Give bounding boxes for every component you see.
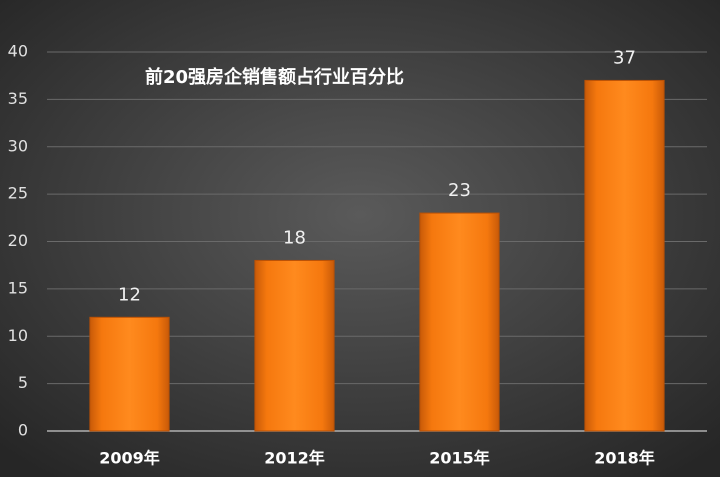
value-label: 23: [448, 180, 471, 201]
y-tick-label: 5: [18, 373, 28, 392]
bar: [89, 316, 170, 432]
value-label: 37: [613, 47, 636, 68]
y-tick-label: 35: [8, 89, 28, 108]
y-tick-label: 20: [8, 231, 28, 250]
x-tick-label: 2012年: [264, 449, 325, 468]
chart-title: 前20强房企销售额占行业百分比: [145, 66, 404, 88]
y-tick-label: 40: [8, 42, 28, 61]
y-tick-label: 0: [18, 421, 28, 440]
y-tick-label: 10: [8, 326, 28, 345]
bar: [584, 79, 665, 432]
bar: [419, 212, 500, 432]
y-tick-label: 25: [8, 184, 28, 203]
y-tick-label: 15: [8, 278, 28, 297]
x-tick-label: 2018年: [594, 449, 655, 468]
bar: [254, 259, 335, 432]
value-label: 18: [283, 227, 306, 248]
x-tick-label: 2015年: [429, 449, 490, 468]
value-label: 12: [118, 284, 141, 305]
y-tick-label: 30: [8, 136, 28, 155]
x-tick-label: 2009年: [99, 449, 160, 468]
